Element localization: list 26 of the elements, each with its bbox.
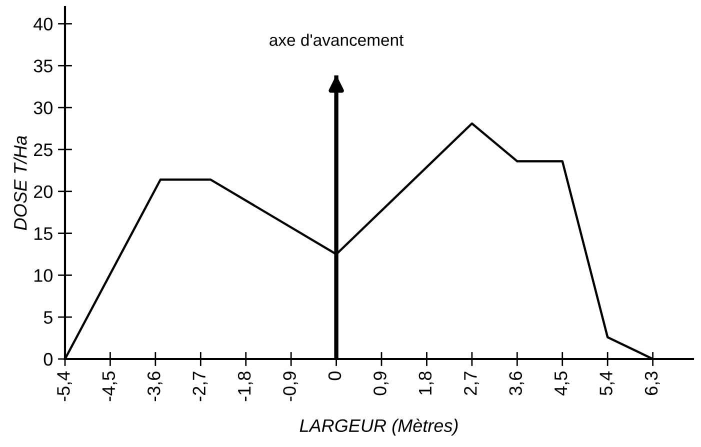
y-tick-label: 5 [44,311,52,324]
y-tick-label: 35 [34,60,52,72]
x-tick-label: 3,6 [509,372,524,396]
x-tick-label: 2,7 [464,372,479,395]
x-tick-label: -0,9 [283,372,298,402]
x-tick-label: 0 [328,372,342,380]
x-tick-label: -3,6 [147,372,162,402]
y-tick-label: 40 [34,18,52,30]
x-tick-label: 6,3 [644,372,660,395]
x-axis-title: LARGEUR (Mètres) [300,418,458,436]
y-tick-label: 15 [34,227,52,240]
y-axis-title: DOSE T/Ha [14,136,27,230]
x-tick-label: 4,5 [554,372,570,396]
y-tick-label: 25 [34,143,52,156]
y-tick-label: 10 [34,269,52,282]
y-tick-label: 20 [34,185,52,198]
x-tick-label: -4,5 [102,372,118,402]
y-tick-label: 30 [34,102,52,114]
y-tick-label: 0 [44,352,52,366]
x-tick-label: 0,9 [374,372,388,396]
x-tick-label: 5,4 [600,371,615,396]
x-tick-label: -1,8 [238,372,253,402]
x-tick-label: 1,8 [418,372,434,395]
ref-line-label: axe d'avancement [270,34,404,46]
x-tick-label: -2,7 [192,372,208,402]
x-tick-label: -5,4 [57,371,72,402]
